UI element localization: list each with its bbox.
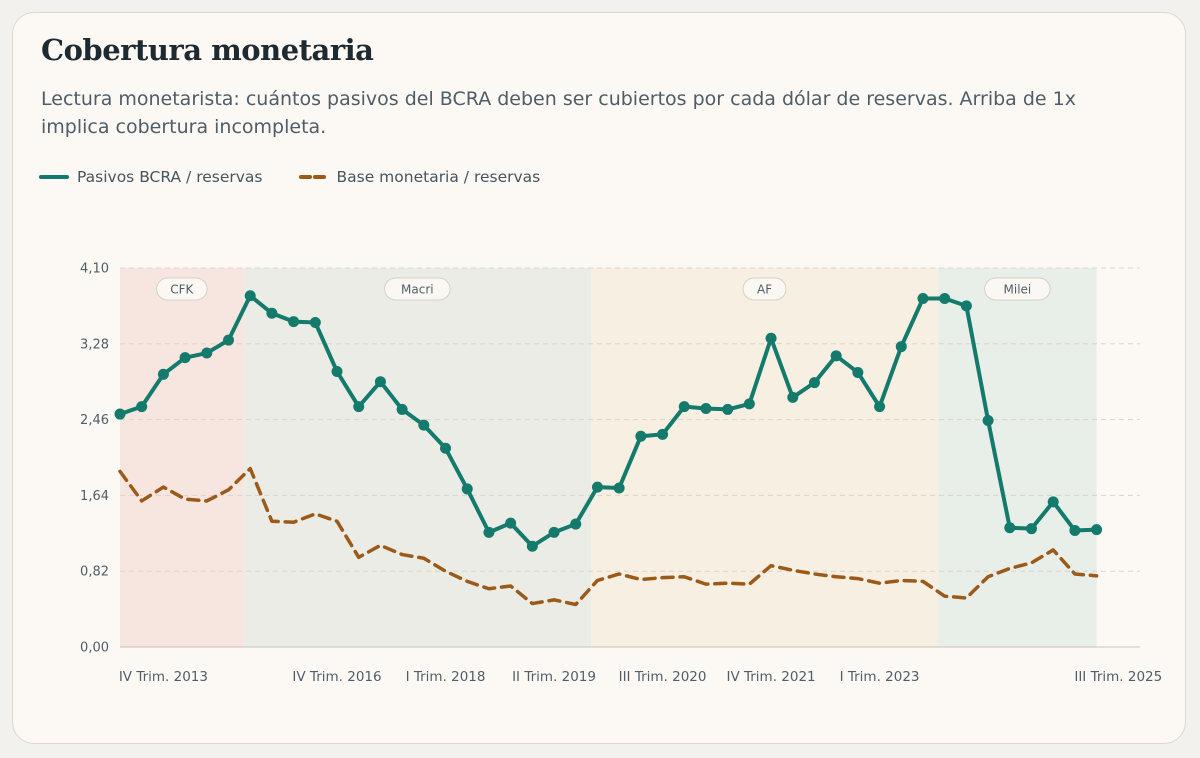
data-point-pasivos bbox=[678, 401, 690, 413]
data-point-pasivos bbox=[288, 316, 300, 328]
data-point-pasivos bbox=[331, 366, 343, 378]
data-point-pasivos bbox=[136, 401, 148, 413]
data-point-pasivos bbox=[591, 481, 603, 493]
data-point-pasivos bbox=[440, 442, 452, 454]
data-point-pasivos bbox=[526, 540, 538, 552]
x-tick-label: IV Trim. 2021 bbox=[726, 669, 815, 685]
chart-title: Cobertura monetaria bbox=[41, 33, 374, 67]
series-layer bbox=[114, 290, 1103, 607]
data-point-pasivos bbox=[374, 376, 386, 388]
data-point-pasivos bbox=[223, 334, 235, 346]
y-tick-label: 0,82 bbox=[80, 565, 109, 580]
x-tick-label: III Trim. 2020 bbox=[619, 669, 707, 685]
y-tick-label: 4,10 bbox=[80, 262, 109, 277]
data-point-pasivos bbox=[808, 377, 820, 389]
x-tick-label: IV Trim. 2016 bbox=[292, 669, 381, 685]
chart-subtitle: Lectura monetarista: cuántos pasivos del… bbox=[41, 88, 1076, 138]
period-pill bbox=[384, 277, 451, 301]
period-band-af bbox=[590, 268, 939, 647]
y-tick-label: 0,00 bbox=[80, 641, 109, 656]
period-label-milei: Milei bbox=[984, 277, 1051, 301]
data-point-pasivos bbox=[548, 526, 560, 538]
data-point-pasivos bbox=[505, 517, 517, 529]
data-point-pasivos bbox=[1069, 525, 1081, 537]
period-pill bbox=[742, 277, 787, 301]
legend-swatch-base bbox=[298, 175, 329, 179]
data-point-pasivos bbox=[722, 403, 734, 415]
period-pill-text: Milei bbox=[1004, 283, 1032, 297]
data-point-pasivos bbox=[830, 350, 842, 362]
y-tick-label: 3,28 bbox=[80, 337, 109, 352]
period-label-macri: Macri bbox=[384, 277, 451, 301]
data-point-pasivos bbox=[635, 430, 647, 442]
legend-swatch-pasivos bbox=[39, 175, 69, 179]
period-pill-text: Macri bbox=[401, 283, 434, 297]
period-band-cfk bbox=[120, 268, 244, 647]
period-pill-text: CFK bbox=[170, 283, 194, 297]
data-point-pasivos bbox=[114, 408, 126, 420]
data-point-pasivos bbox=[418, 419, 430, 431]
data-point-pasivos bbox=[1004, 522, 1016, 534]
period-pill-text: AF bbox=[757, 283, 772, 297]
data-point-pasivos bbox=[396, 403, 408, 415]
data-point-pasivos bbox=[179, 352, 191, 364]
legend-item-pasivos[interactable]: Pasivos BCRA / reservas bbox=[39, 168, 263, 186]
period-band-macri bbox=[243, 268, 591, 647]
period-pill bbox=[984, 277, 1051, 301]
legend-label-base: Base monetaria / reservas bbox=[336, 168, 541, 186]
data-point-pasivos bbox=[483, 526, 495, 538]
data-point-pasivos bbox=[613, 482, 625, 494]
series-line-base-monetaria bbox=[118, 466, 1099, 607]
data-point-pasivos bbox=[917, 293, 929, 305]
data-point-pasivos bbox=[982, 415, 994, 427]
data-point-pasivos bbox=[1091, 524, 1103, 536]
data-point-pasivos bbox=[765, 332, 777, 344]
data-point-pasivos bbox=[939, 293, 951, 305]
data-point-pasivos bbox=[244, 290, 256, 302]
data-point-pasivos bbox=[461, 483, 473, 495]
period-labels: CFK Macri AF Milei bbox=[156, 277, 1051, 301]
data-point-pasivos bbox=[266, 307, 278, 319]
data-point-pasivos bbox=[309, 317, 321, 329]
period-band-milei bbox=[938, 268, 1097, 647]
gridlines bbox=[120, 267, 1140, 648]
data-point-pasivos bbox=[895, 341, 907, 353]
x-tick-label: III Trim. 2025 bbox=[1074, 669, 1162, 685]
data-point-pasivos bbox=[787, 391, 799, 403]
period-label-af: AF bbox=[742, 277, 787, 301]
x-tick-label: I Trim. 2023 bbox=[840, 669, 920, 685]
x-tick-label: II Trim. 2019 bbox=[512, 669, 596, 685]
data-point-pasivos bbox=[657, 428, 669, 440]
data-point-pasivos bbox=[1025, 523, 1037, 535]
data-point-pasivos bbox=[743, 398, 755, 410]
legend-label-pasivos: Pasivos BCRA / reservas bbox=[77, 168, 263, 186]
x-tick-label: I Trim. 2018 bbox=[406, 669, 486, 685]
y-tick-label: 2,46 bbox=[80, 413, 109, 428]
data-point-pasivos bbox=[570, 518, 582, 530]
data-point-pasivos bbox=[157, 368, 169, 380]
data-point-pasivos bbox=[201, 347, 213, 359]
y-axis: 4,10 3,28 2,46 1,64 0,82 0,00 bbox=[80, 262, 109, 656]
period-bands bbox=[120, 268, 1097, 647]
x-tick-label: IV Trim. 2013 bbox=[119, 669, 208, 685]
data-point-pasivos bbox=[700, 403, 712, 415]
data-point-pasivos bbox=[1047, 496, 1059, 508]
period-pill bbox=[156, 277, 208, 301]
period-label-cfk: CFK bbox=[156, 277, 208, 301]
data-point-pasivos bbox=[874, 401, 886, 413]
data-point-pasivos bbox=[852, 366, 864, 378]
data-point-pasivos bbox=[960, 300, 972, 312]
data-point-pasivos bbox=[353, 401, 365, 413]
series-line-pasivos bbox=[118, 293, 1099, 549]
y-tick-label: 1,64 bbox=[80, 489, 109, 504]
legend-item-base[interactable]: Base monetaria / reservas bbox=[298, 168, 541, 186]
legend: Pasivos BCRA / reservas Base monetaria /… bbox=[39, 168, 540, 186]
x-axis: IV Trim. 2013 IV Trim. 2016 I Trim. 2018 II… bbox=[119, 669, 1162, 685]
